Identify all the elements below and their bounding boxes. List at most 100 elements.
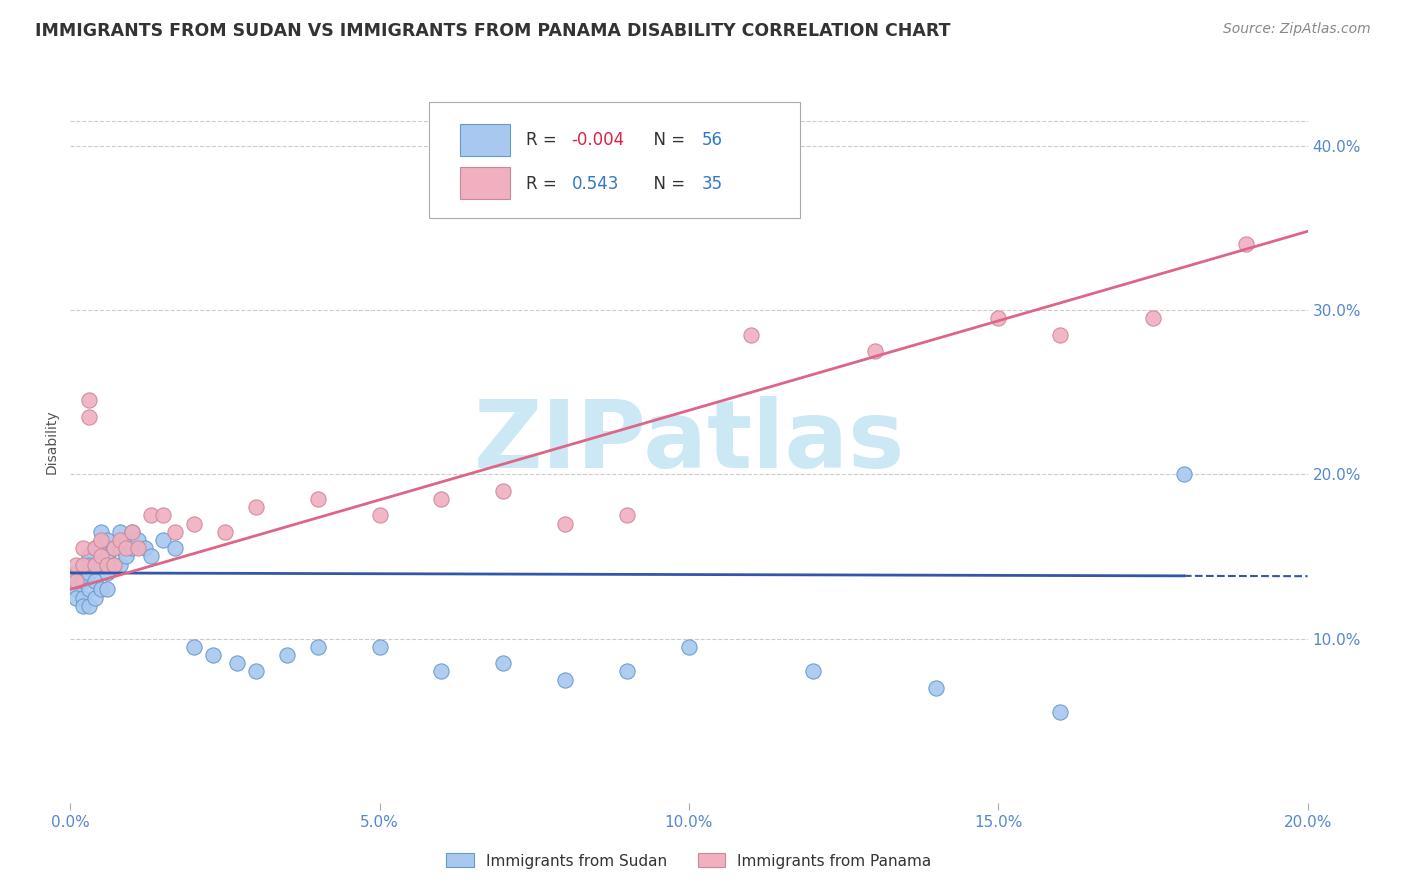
Point	[96, 566, 118, 580]
Point	[108, 524, 131, 539]
Point	[65, 574, 87, 588]
Point	[96, 582, 118, 597]
Point	[96, 549, 118, 564]
Point	[103, 541, 125, 556]
Point	[90, 582, 112, 597]
Text: N =: N =	[643, 131, 690, 149]
Point	[77, 599, 100, 613]
Y-axis label: Disability: Disability	[45, 409, 59, 474]
Point	[430, 665, 453, 679]
Point	[96, 558, 118, 572]
Point	[72, 541, 94, 556]
Point	[183, 516, 205, 531]
Text: 56: 56	[702, 131, 723, 149]
Point	[740, 327, 762, 342]
Point	[183, 640, 205, 654]
Text: R =: R =	[526, 175, 567, 193]
Point	[1173, 467, 1195, 482]
Point	[84, 574, 107, 588]
Point	[72, 599, 94, 613]
Point	[72, 558, 94, 572]
Point	[368, 640, 391, 654]
Point	[127, 533, 149, 547]
Point	[77, 409, 100, 424]
Point	[115, 541, 138, 556]
Point	[65, 582, 87, 597]
Point	[65, 566, 87, 580]
Point	[108, 533, 131, 547]
Text: IMMIGRANTS FROM SUDAN VS IMMIGRANTS FROM PANAMA DISABILITY CORRELATION CHART: IMMIGRANTS FROM SUDAN VS IMMIGRANTS FROM…	[35, 22, 950, 40]
Point	[121, 541, 143, 556]
Text: N =: N =	[643, 175, 690, 193]
Text: 0.543: 0.543	[571, 175, 619, 193]
Point	[1234, 237, 1257, 252]
Point	[84, 558, 107, 572]
FancyBboxPatch shape	[429, 102, 800, 218]
Point	[554, 516, 576, 531]
FancyBboxPatch shape	[460, 124, 509, 156]
Point	[115, 533, 138, 547]
Point	[103, 558, 125, 572]
Point	[90, 558, 112, 572]
Point	[90, 549, 112, 564]
Point	[245, 665, 267, 679]
Point	[134, 541, 156, 556]
Point	[616, 508, 638, 523]
Point	[1049, 706, 1071, 720]
Point	[139, 549, 162, 564]
Point	[121, 524, 143, 539]
Point	[65, 591, 87, 605]
Point	[307, 640, 329, 654]
Point	[139, 508, 162, 523]
Point	[72, 574, 94, 588]
Point	[65, 558, 87, 572]
Point	[678, 640, 700, 654]
Point	[90, 541, 112, 556]
Point	[1142, 311, 1164, 326]
Point	[152, 508, 174, 523]
Point	[65, 574, 87, 588]
FancyBboxPatch shape	[460, 167, 509, 200]
Point	[152, 533, 174, 547]
Legend: Immigrants from Sudan, Immigrants from Panama: Immigrants from Sudan, Immigrants from P…	[440, 847, 938, 875]
Point	[554, 673, 576, 687]
Point	[801, 665, 824, 679]
Point	[492, 657, 515, 671]
Point	[72, 591, 94, 605]
Point	[307, 491, 329, 506]
Point	[1049, 327, 1071, 342]
Point	[226, 657, 249, 671]
Point	[165, 541, 187, 556]
Point	[115, 549, 138, 564]
Point	[108, 558, 131, 572]
Point	[103, 558, 125, 572]
Point	[108, 541, 131, 556]
Text: Source: ZipAtlas.com: Source: ZipAtlas.com	[1223, 22, 1371, 37]
Point	[90, 533, 112, 547]
Point	[201, 648, 224, 662]
Point	[84, 541, 107, 556]
Point	[863, 344, 886, 359]
Point	[84, 541, 107, 556]
Point	[72, 566, 94, 580]
Point	[925, 681, 948, 695]
Point	[84, 591, 107, 605]
Point	[77, 393, 100, 408]
Text: R =: R =	[526, 131, 561, 149]
Point	[77, 582, 100, 597]
Text: -0.004: -0.004	[571, 131, 624, 149]
Point	[245, 500, 267, 515]
Point	[77, 549, 100, 564]
Text: 35: 35	[702, 175, 723, 193]
Point	[616, 665, 638, 679]
Text: ZIPatlas: ZIPatlas	[474, 395, 904, 488]
Point	[214, 524, 236, 539]
Point	[987, 311, 1010, 326]
Point	[84, 558, 107, 572]
Point	[72, 558, 94, 572]
Point	[165, 524, 187, 539]
Point	[368, 508, 391, 523]
Point	[77, 566, 100, 580]
Point	[121, 524, 143, 539]
Point	[492, 483, 515, 498]
